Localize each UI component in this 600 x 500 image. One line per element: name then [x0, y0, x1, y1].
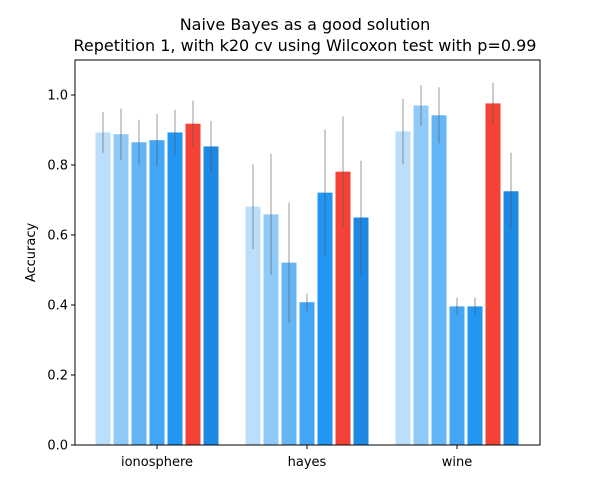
x-axis: ionosphere hayes wine — [121, 445, 472, 470]
plot-area: 0.0 0.2 0.4 0.6 0.8 1.0 ionosphere hayes wine — [47, 59, 541, 470]
bar — [245, 206, 261, 445]
bar — [131, 142, 147, 445]
x-tick-label: hayes — [288, 455, 327, 470]
y-axis: 0.0 0.2 0.4 0.6 0.8 1.0 — [47, 89, 75, 454]
bar — [317, 192, 333, 445]
bar — [353, 217, 369, 445]
y-tick-label: 0.4 — [47, 299, 68, 314]
y-tick-label: 1.0 — [47, 89, 68, 104]
y-axis-label: Accuracy — [24, 223, 39, 283]
y-tick-label: 0.6 — [47, 229, 68, 244]
bar — [113, 134, 129, 445]
bars-layer — [95, 103, 519, 446]
bar — [149, 140, 165, 445]
bar — [167, 132, 183, 445]
bar — [299, 302, 315, 445]
bar — [95, 132, 111, 445]
bar — [413, 105, 429, 445]
bar — [485, 103, 501, 446]
bar — [335, 171, 351, 445]
bar — [281, 262, 297, 445]
y-tick-label: 0.2 — [47, 369, 68, 384]
bar — [503, 191, 519, 445]
bar — [467, 306, 483, 445]
y-tick-label: 0.8 — [47, 159, 68, 174]
chart-title: Naive Bayes as a good solution — [180, 15, 431, 34]
y-tick-label: 0.0 — [47, 439, 68, 454]
bar — [449, 306, 465, 445]
bar — [431, 115, 447, 446]
bar — [203, 146, 219, 445]
bar — [263, 214, 279, 445]
error-bars-layer — [102, 82, 512, 323]
chart-subtitle: Repetition 1, with k20 cv using Wilcoxon… — [74, 36, 537, 55]
bar — [395, 131, 411, 445]
x-tick-label: wine — [442, 455, 472, 470]
bar — [185, 123, 201, 445]
x-tick-label: ionosphere — [121, 455, 193, 470]
